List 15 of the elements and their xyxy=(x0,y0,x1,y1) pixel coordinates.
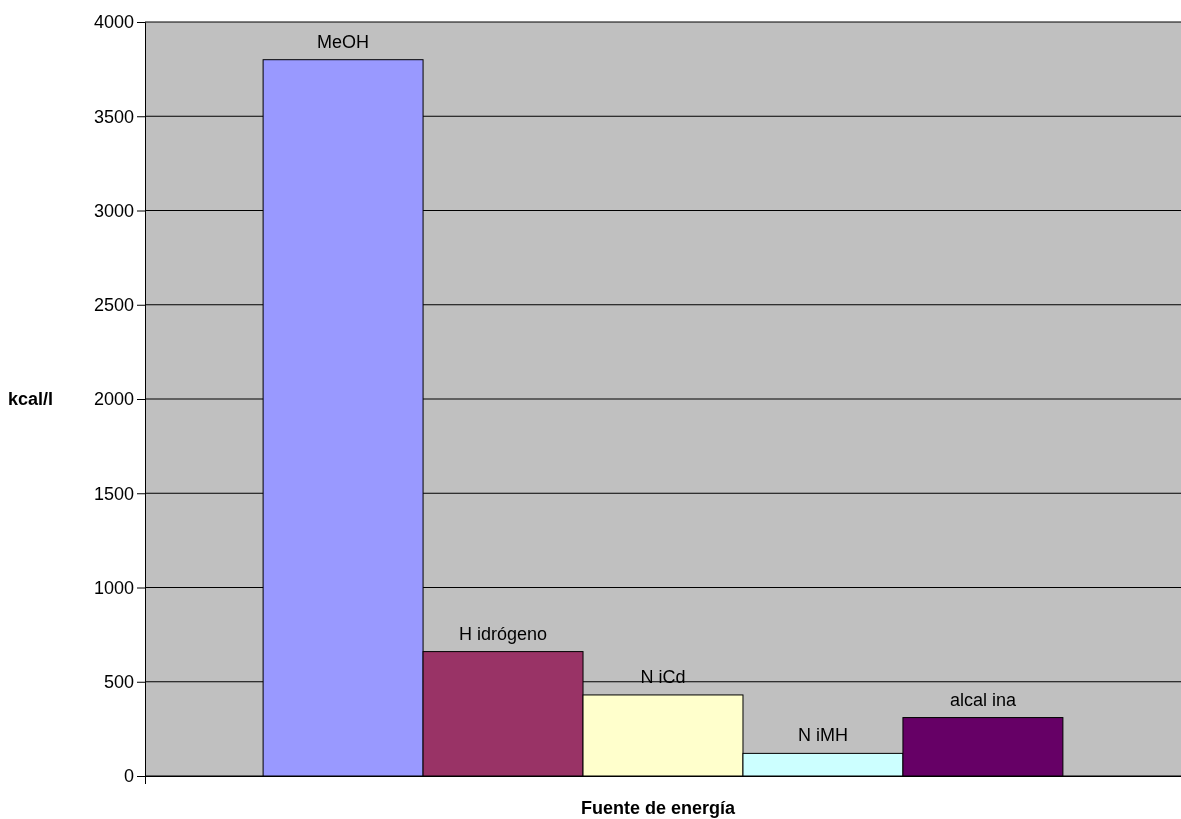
series-label: H idrógeno xyxy=(459,623,548,644)
y-tick-label: 0 xyxy=(123,766,134,787)
y-tick-label: 4000 xyxy=(93,12,134,33)
y-tick-label: 1000 xyxy=(93,577,134,598)
y-axis-title: kcal/l xyxy=(8,389,54,409)
y-tick-label: 2000 xyxy=(93,389,134,410)
y-tick-label: 2500 xyxy=(93,295,134,316)
y-tick-label: 500 xyxy=(103,672,134,693)
y-tick-label: 1500 xyxy=(93,483,134,504)
series-label: MeOH xyxy=(317,31,370,52)
series-label: alcal ina xyxy=(949,689,1017,710)
series-label: N iMH xyxy=(797,725,848,746)
x-axis-title: Fuente de energía xyxy=(580,798,736,818)
y-tick-label: 3500 xyxy=(93,106,134,127)
y-tick-label: 3000 xyxy=(93,200,134,221)
